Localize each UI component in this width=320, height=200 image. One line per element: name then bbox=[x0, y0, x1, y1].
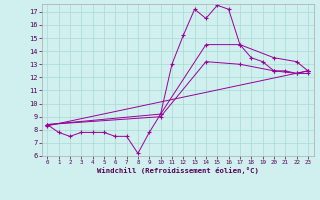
X-axis label: Windchill (Refroidissement éolien,°C): Windchill (Refroidissement éolien,°C) bbox=[97, 167, 259, 174]
